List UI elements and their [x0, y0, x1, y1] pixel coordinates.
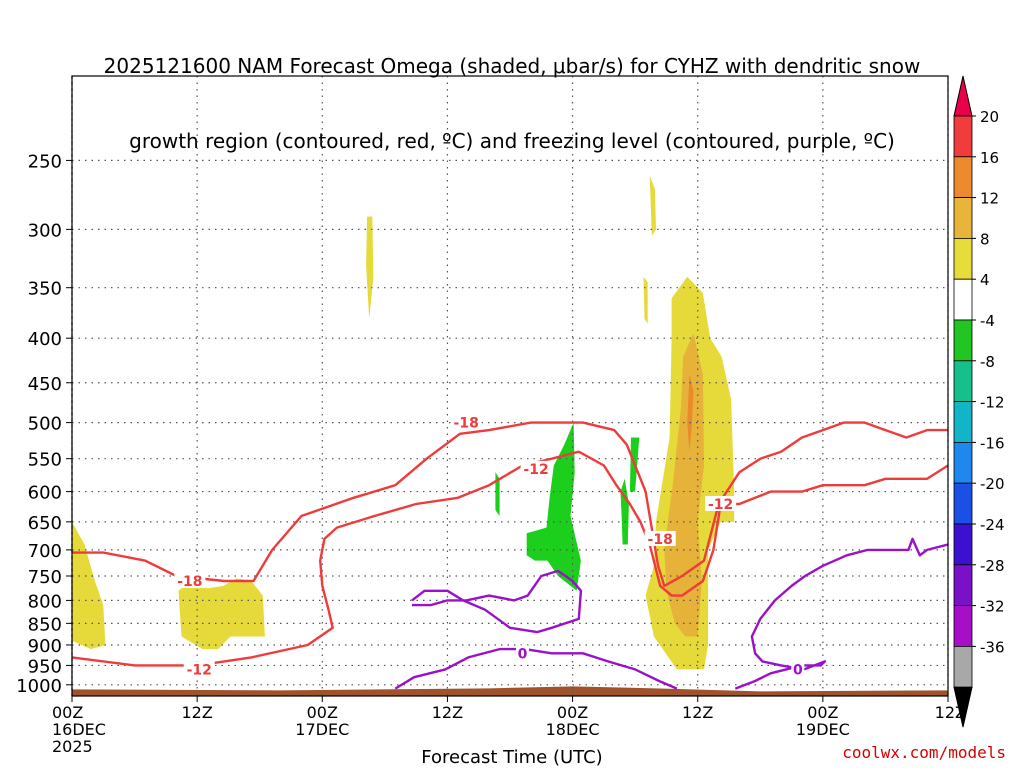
source-credit: coolwx.com/models	[842, 743, 1006, 762]
colorbar-label: -12	[980, 394, 1005, 412]
x-tick-label: 16DEC	[52, 720, 106, 739]
omega-shaded-region	[620, 478, 629, 545]
x-tick-label: 00Z	[557, 703, 588, 722]
dgz-contour-label-bg	[705, 495, 737, 511]
terrain-surface	[72, 686, 948, 696]
y-tick-label: 550	[28, 450, 62, 471]
colorbar-label: 12	[980, 190, 999, 208]
y-tick-label: 1000	[16, 676, 62, 697]
colorbar-segment	[953, 646, 973, 688]
colorbar-segment	[953, 605, 973, 647]
colorbar-label: -20	[980, 475, 1005, 493]
colorbar-label: 8	[980, 230, 990, 248]
colorbar-label: -32	[980, 598, 1005, 616]
freezing-contour-label-bg	[516, 645, 530, 661]
colorbar-label: -24	[980, 516, 1005, 534]
y-tick-label: 850	[28, 614, 62, 635]
x-tick-label: 12Z	[432, 703, 463, 722]
dgz-contour-label: -18	[648, 532, 673, 548]
y-tick-label: 500	[28, 414, 62, 435]
freezing-contour-label: 0	[793, 662, 803, 678]
x-tick-label: 00Z	[307, 703, 338, 722]
plot-frame	[71, 75, 949, 697]
colorbar-segment	[953, 156, 973, 199]
dgz-contour-label-bg	[450, 414, 482, 430]
colorbar-label: -16	[980, 434, 1005, 452]
colorbar-label: -8	[980, 353, 995, 371]
title-line-1: 2025121600 NAM Forecast Omega (shaded, μ…	[103, 54, 921, 78]
dgz-contour-label-bg	[183, 661, 215, 677]
chart-title: 2025121600 NAM Forecast Omega (shaded, μ…	[0, 4, 1024, 179]
colorbar-segment	[953, 237, 973, 280]
y-tick-label: 600	[28, 483, 62, 504]
colorbar-label: -28	[980, 557, 1005, 575]
x-tick-label: 12Z	[682, 703, 713, 722]
dgz-contour-line	[72, 450, 948, 667]
y-tick-label: 950	[28, 656, 62, 677]
dgz-contour-label: -18	[177, 574, 202, 590]
freezing-contour-line	[394, 647, 678, 690]
colorbar-label: -4	[980, 312, 995, 330]
colorbar-segment	[953, 441, 973, 484]
colorbar-segment	[953, 564, 973, 606]
colorbar-segment	[953, 360, 973, 402]
x-tick-label: 00Z	[807, 703, 838, 722]
y-tick-label: 250	[28, 151, 62, 172]
colorbar-top-arrow	[953, 75, 973, 117]
colorbar-label: 4	[980, 271, 990, 289]
colorbar-segment	[953, 401, 973, 443]
colorbar-segment	[953, 482, 973, 525]
y-tick-label: 400	[28, 329, 62, 350]
omega-shaded-region	[664, 333, 704, 637]
dgz-contour-label: -12	[523, 462, 548, 478]
x-tick-label: 12Z	[181, 703, 212, 722]
y-tick-label: 800	[28, 591, 62, 612]
omega-shaded-region	[687, 374, 694, 452]
x-tick-label: 2025	[52, 737, 93, 756]
dgz-contour-label: -12	[187, 662, 212, 678]
freezing-contour-label: 0	[518, 646, 528, 662]
y-tick-label: 650	[28, 513, 62, 534]
omega-shaded-region	[526, 422, 581, 591]
dgz-contour-line	[72, 421, 948, 588]
dgz-contour-label-bg	[644, 530, 676, 546]
x-tick-label: 17DEC	[295, 720, 349, 739]
omega-shaded-region	[495, 472, 500, 516]
omega-shaded-region	[649, 175, 656, 236]
freezing-contour-line	[734, 537, 948, 690]
colorbar-segment	[953, 115, 973, 158]
colorbar-segment	[953, 319, 973, 362]
omega-shaded-region	[643, 276, 648, 324]
colorbar-segment	[953, 197, 973, 239]
omega-shaded-region	[178, 578, 265, 650]
x-tick-label: 18DEC	[546, 720, 600, 739]
dgz-contour-label-bg	[174, 573, 206, 589]
dgz-contour-label: -12	[708, 497, 733, 513]
omega-shaded-region	[366, 216, 374, 319]
colorbar-segment	[953, 523, 973, 566]
y-tick-label: 300	[28, 220, 62, 241]
freezing-contour-label-bg	[791, 661, 805, 677]
x-axis-title: Forecast Time (UTC)	[421, 747, 603, 768]
x-tick-label: 00Z	[52, 703, 83, 722]
colorbar-label: 16	[980, 149, 999, 167]
colorbar-label: -36	[980, 638, 1005, 656]
dgz-contour-label-bg	[520, 460, 552, 476]
y-tick-label: 750	[28, 567, 62, 588]
x-tick-label: 19DEC	[796, 720, 850, 739]
freezing-contour-line	[411, 569, 583, 634]
omega-shaded-region	[72, 521, 106, 650]
y-tick-label: 450	[28, 374, 62, 395]
colorbar-label: 20	[980, 108, 999, 126]
title-line-2: growth region (contoured, red, ºC) and f…	[129, 129, 895, 153]
dgz-contour-label: -18	[454, 416, 479, 432]
y-tick-label: 700	[28, 541, 62, 562]
colorbar-segment	[953, 278, 973, 321]
y-tick-label: 900	[28, 636, 62, 657]
colorbar-bottom-arrow	[953, 686, 973, 728]
y-tick-label: 350	[28, 279, 62, 300]
